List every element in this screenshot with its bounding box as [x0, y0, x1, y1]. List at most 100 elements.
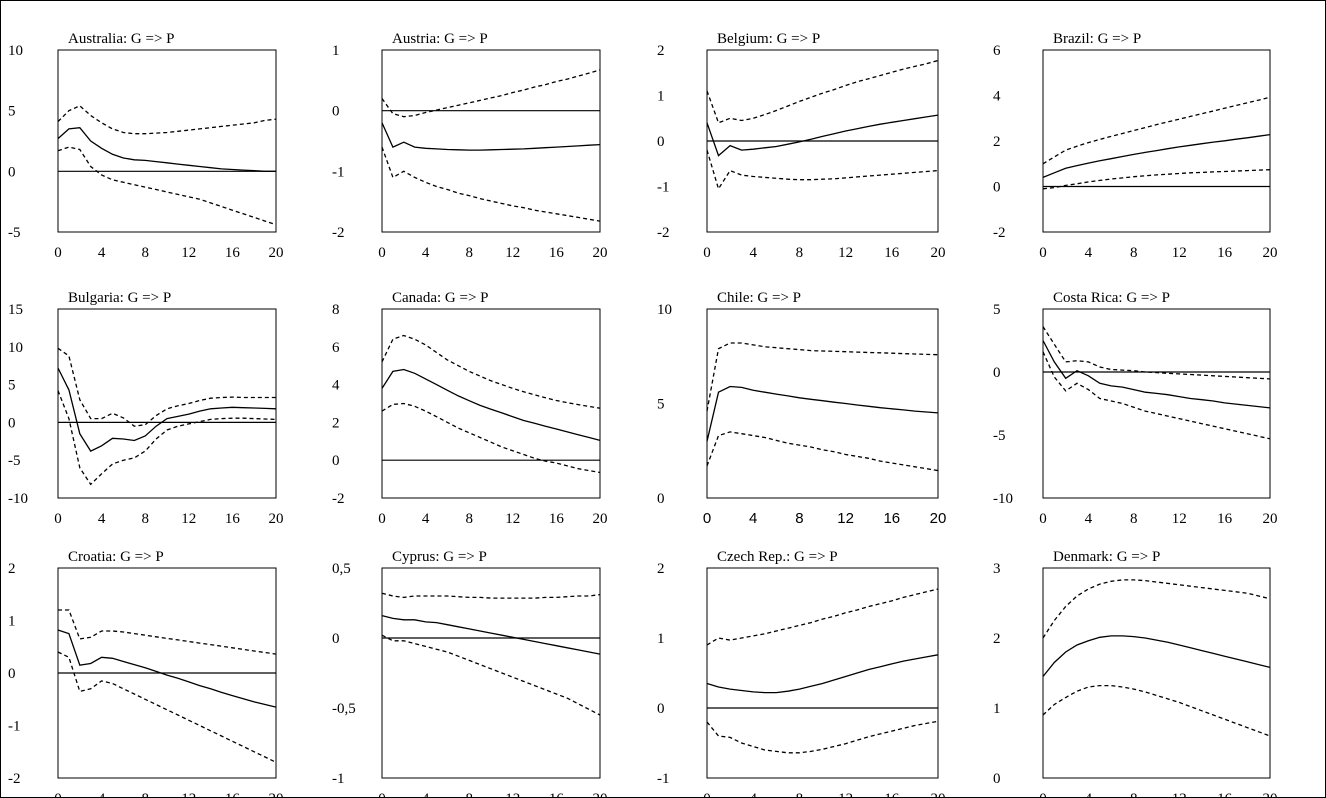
y-tick-label: 2 [993, 631, 1001, 647]
lower-band-line [381, 634, 601, 716]
x-tick-label: 20 [931, 245, 946, 261]
upper-band-line [1042, 96, 1271, 165]
upper-band-line [381, 334, 601, 409]
y-tick-label: 0 [993, 771, 1001, 787]
x-tick-label: 4 [98, 245, 106, 261]
y-tick-label: 5 [657, 397, 665, 413]
x-tick-label: 4 [749, 791, 757, 798]
x-tick-label: 8 [795, 510, 803, 527]
x-tick-label: 16 [1217, 245, 1233, 261]
panel: Chile: G => P 10 5 0 0 4 8 12 16 20 [657, 290, 946, 527]
x-tick-label: 0 [703, 791, 711, 798]
panel-title: Austria: G => P [392, 31, 488, 47]
x-tick-label: 0 [378, 511, 386, 527]
upper-band-line [1042, 326, 1271, 380]
x-tick-label: 20 [593, 511, 608, 527]
x-tick-label: 12 [181, 511, 196, 527]
x-tick-label: 20 [593, 245, 608, 261]
y-tick-label: -10 [8, 491, 28, 507]
x-tick-label: 8 [465, 791, 473, 798]
lower-band-line [381, 146, 601, 222]
x-tick-label: 12 [838, 791, 853, 798]
x-tick-label: 20 [593, 791, 608, 798]
irf-line [381, 368, 601, 442]
x-tick-label: 4 [98, 791, 106, 798]
panel: Cyprus: G => P 0,5 0 -0,5 -1 0 4 8 12 16 20 [332, 549, 608, 798]
x-tick-label: 8 [141, 511, 149, 527]
x-tick-label: 16 [549, 791, 565, 798]
x-tick-label: 16 [225, 791, 241, 798]
x-tick-label: 12 [505, 511, 520, 527]
x-tick-label: 0 [54, 245, 62, 261]
lower-band-line [381, 402, 601, 474]
panel-title: Denmark: G => P [1053, 549, 1160, 565]
plot-frame [381, 49, 601, 233]
x-tick-label: 0 [703, 510, 711, 527]
x-tick-label: 8 [796, 791, 804, 798]
plot-frame [57, 49, 277, 233]
y-tick-label: 1 [657, 89, 665, 105]
x-tick-label: 0 [378, 245, 386, 261]
x-tick-label: 8 [1130, 245, 1138, 261]
x-tick-label: 8 [465, 245, 473, 261]
lower-band-line [706, 431, 939, 472]
y-tick-label: 0 [8, 666, 16, 682]
y-tick-label: -1 [657, 771, 670, 787]
plot-frame [1042, 567, 1271, 779]
y-tick-label: 0 [332, 631, 340, 647]
x-tick-label: 12 [1172, 245, 1187, 261]
y-tick-label: -2 [332, 491, 345, 507]
y-tick-label: -2 [332, 225, 345, 241]
lower-band-line [57, 651, 277, 763]
upper-band-line [381, 69, 601, 118]
panel: Croatia: G => P 2 1 0 -1 -2 0 4 8 12 16 20 [8, 549, 284, 798]
y-tick-label: 5 [8, 378, 16, 394]
x-tick-label: 16 [883, 510, 900, 527]
x-tick-label: 4 [1085, 511, 1093, 527]
y-tick-label: 0 [657, 701, 665, 717]
plot-frame [381, 308, 601, 499]
y-tick-label: -0,5 [332, 701, 356, 717]
lower-band-line [1042, 169, 1271, 190]
x-tick-label: 12 [1172, 791, 1187, 798]
plot-frame [57, 567, 277, 779]
x-tick-label: 4 [1085, 245, 1093, 261]
irf-line [57, 367, 277, 452]
y-tick-label: 2 [332, 415, 340, 431]
x-tick-label: 0 [54, 511, 62, 527]
y-tick-label: 1 [332, 43, 340, 59]
x-tick-label: 4 [98, 511, 106, 527]
x-tick-label: 8 [465, 511, 473, 527]
x-tick-label: 4 [422, 245, 430, 261]
panel-title: Brazil: G => P [1053, 31, 1141, 47]
x-tick-label: 4 [422, 511, 430, 527]
y-tick-label: -5 [8, 225, 21, 241]
upper-band-line [381, 592, 601, 599]
irf-line [706, 114, 939, 157]
panel-title: Chile: G => P [717, 290, 801, 306]
x-tick-label: 16 [549, 245, 565, 261]
y-tick-label: -5 [993, 428, 1006, 444]
plot-frame [1042, 308, 1271, 499]
y-tick-label: 1 [993, 701, 1001, 717]
upper-band-line [57, 347, 276, 427]
y-tick-label: -5 [8, 453, 21, 469]
x-tick-label: 16 [884, 791, 900, 798]
irf-line [57, 127, 276, 172]
irf-line [706, 654, 939, 694]
plot-frame [706, 567, 939, 779]
y-tick-label: 8 [332, 302, 340, 318]
x-tick-label: 16 [884, 245, 900, 261]
x-tick-label: 20 [269, 245, 284, 261]
y-tick-label: -2 [993, 225, 1006, 241]
x-tick-label: 8 [141, 791, 149, 798]
y-tick-label: 5 [993, 302, 1001, 318]
irf-line [1042, 340, 1271, 409]
y-tick-label: 0 [332, 104, 340, 120]
x-tick-label: 0 [1039, 791, 1047, 798]
y-tick-label: 4 [332, 378, 340, 394]
panel: Belgium: G => P 2 1 0 -1 -2 0 4 8 12 16 20 [657, 31, 946, 261]
y-tick-label: 0 [332, 453, 340, 469]
